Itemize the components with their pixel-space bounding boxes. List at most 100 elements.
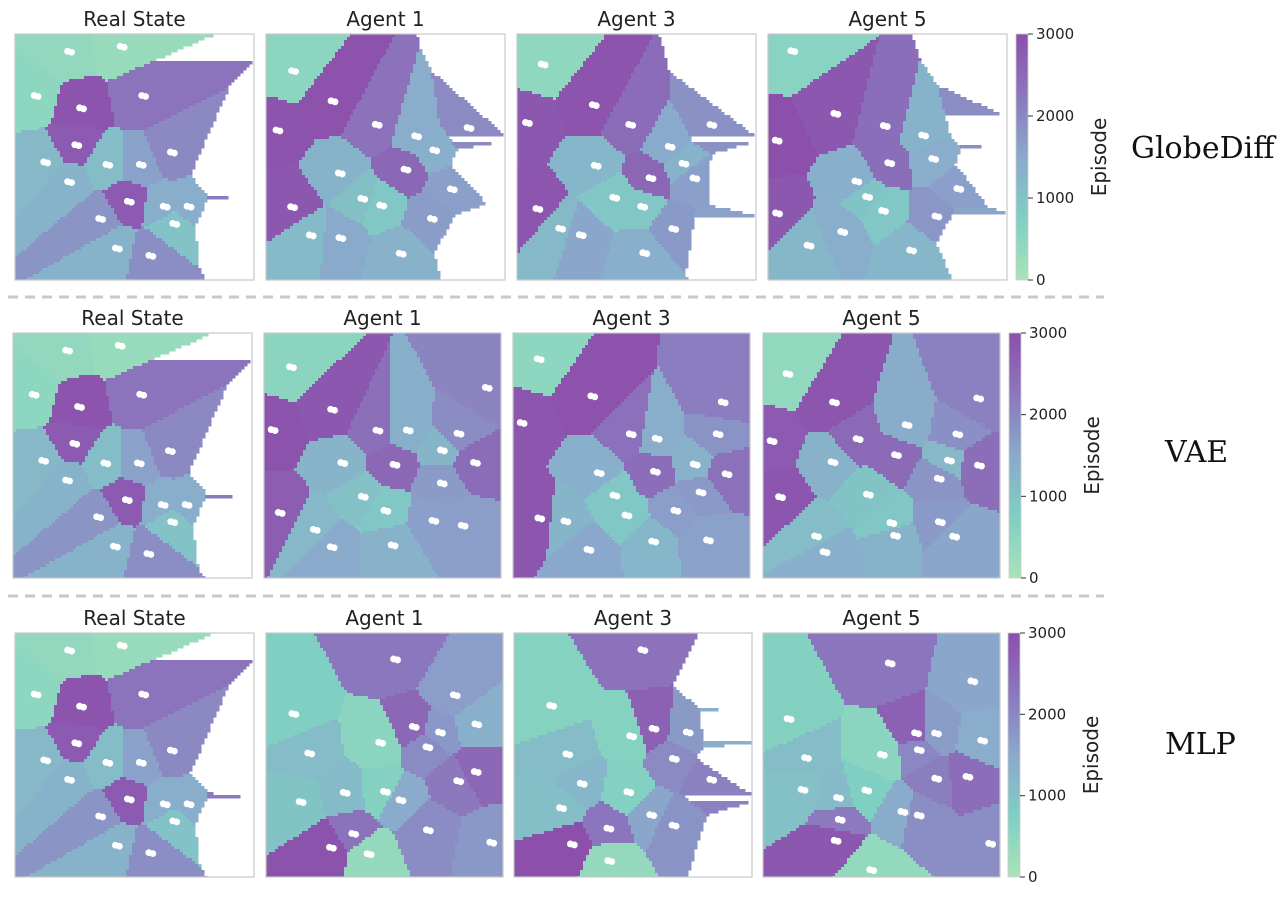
voronoi-cell — [682, 202, 710, 206]
voronoi-cell — [651, 384, 670, 388]
voronoi-cell — [314, 187, 348, 191]
voronoi-cell — [103, 429, 122, 433]
voronoi-cell — [266, 720, 330, 724]
voronoi-cell — [90, 753, 124, 757]
seed-point — [538, 515, 546, 523]
voronoi-cell — [332, 765, 360, 769]
voronoi-cell — [15, 85, 61, 89]
voronoi-cell — [428, 178, 465, 182]
voronoi-cell — [320, 196, 336, 200]
voronoi-cell — [347, 187, 375, 191]
voronoi-cell — [670, 253, 689, 257]
voronoi-cell — [513, 423, 562, 427]
voronoi-cell — [390, 345, 412, 349]
voronoi-cell — [108, 88, 226, 92]
voronoi-cell — [470, 786, 503, 790]
voronoi-cell — [517, 193, 569, 197]
voronoi-cell — [763, 516, 797, 520]
voronoi-cell — [514, 651, 581, 655]
voronoi-cell — [678, 399, 750, 403]
voronoi-cell — [625, 202, 668, 206]
voronoi-cell — [57, 675, 82, 679]
voronoi-cell — [928, 546, 1000, 550]
voronoi-cell — [672, 390, 750, 394]
voronoi-cell — [555, 486, 568, 490]
voronoi-cell — [673, 702, 695, 706]
voronoi-cell — [335, 669, 429, 673]
voronoi-cell — [266, 675, 339, 679]
voronoi-cell — [105, 196, 148, 200]
seed-point — [613, 492, 621, 500]
voronoi-cell — [87, 768, 124, 772]
voronoi-cell — [514, 822, 575, 826]
voronoi-cell — [380, 58, 417, 62]
voronoi-cell — [153, 753, 199, 757]
voronoi-cell — [517, 40, 602, 44]
voronoi-cell — [425, 777, 468, 781]
voronoi-cell — [648, 408, 682, 412]
voronoi-cell — [808, 504, 833, 508]
voronoi-cell — [266, 256, 324, 260]
voronoi-cell — [648, 498, 685, 502]
voronoi-cell — [266, 220, 300, 224]
voronoi-cell — [36, 726, 46, 730]
voronoi-cell — [461, 747, 503, 751]
voronoi-cell — [643, 190, 671, 194]
voronoi-cell — [813, 145, 847, 149]
voronoi-cell — [799, 471, 854, 475]
voronoi-cell — [870, 238, 883, 242]
voronoi-cell — [159, 777, 175, 781]
voronoi-cell — [640, 58, 668, 62]
voronoi-cell — [33, 795, 85, 799]
voronoi-cell — [129, 271, 202, 275]
voronoi-cell — [168, 244, 199, 248]
voronoi-cell — [266, 85, 312, 89]
voronoi-cell — [717, 453, 750, 457]
voronoi-cell — [15, 163, 64, 167]
voronoi-cell — [25, 504, 74, 508]
voronoi-cell — [49, 474, 89, 478]
seed-point — [834, 110, 842, 118]
voronoi-cell — [336, 522, 349, 526]
voronoi-cell — [444, 435, 487, 439]
voronoi-cell — [363, 336, 391, 340]
voronoi-cell — [61, 513, 116, 517]
voronoi-cell — [96, 142, 124, 146]
voronoi-cell — [40, 363, 95, 367]
voronoi-cell — [408, 510, 448, 514]
voronoi-cell — [544, 777, 554, 781]
voronoi-cell — [597, 426, 646, 430]
seed-point — [467, 125, 475, 132]
voronoi-cell — [123, 157, 157, 161]
voronoi-cell — [514, 819, 584, 823]
voronoi-cell — [909, 199, 946, 203]
voronoi-cell — [308, 729, 342, 733]
voronoi-cell — [556, 172, 617, 176]
seed-point — [80, 105, 87, 113]
voronoi-cell — [13, 564, 47, 568]
voronoi-cell — [763, 402, 800, 406]
voronoi-cell — [517, 181, 563, 185]
voronoi-cell — [543, 393, 553, 397]
voronoi-cell — [688, 142, 695, 146]
voronoi-cell — [365, 801, 387, 805]
voronoi-cell — [222, 687, 229, 691]
seed-point — [977, 395, 985, 403]
voronoi-cell — [862, 465, 869, 469]
voronoi-cell — [610, 244, 662, 248]
voronoi-cell — [903, 124, 949, 128]
voronoi-cell — [115, 480, 134, 484]
voronoi-cell — [810, 169, 871, 173]
voronoi-cell — [513, 543, 550, 547]
voronoi-cell — [329, 657, 435, 661]
voronoi-cell — [90, 774, 124, 778]
voronoi-cell — [768, 169, 811, 173]
voronoi-cell — [375, 477, 415, 481]
voronoi-cell — [862, 564, 923, 568]
voronoi-cell — [330, 366, 379, 370]
voronoi-cell — [694, 211, 743, 215]
voronoi-cell — [266, 768, 330, 772]
voronoi-cell — [912, 91, 940, 95]
voronoi-cell — [45, 67, 97, 71]
voronoi-cell — [52, 372, 95, 376]
